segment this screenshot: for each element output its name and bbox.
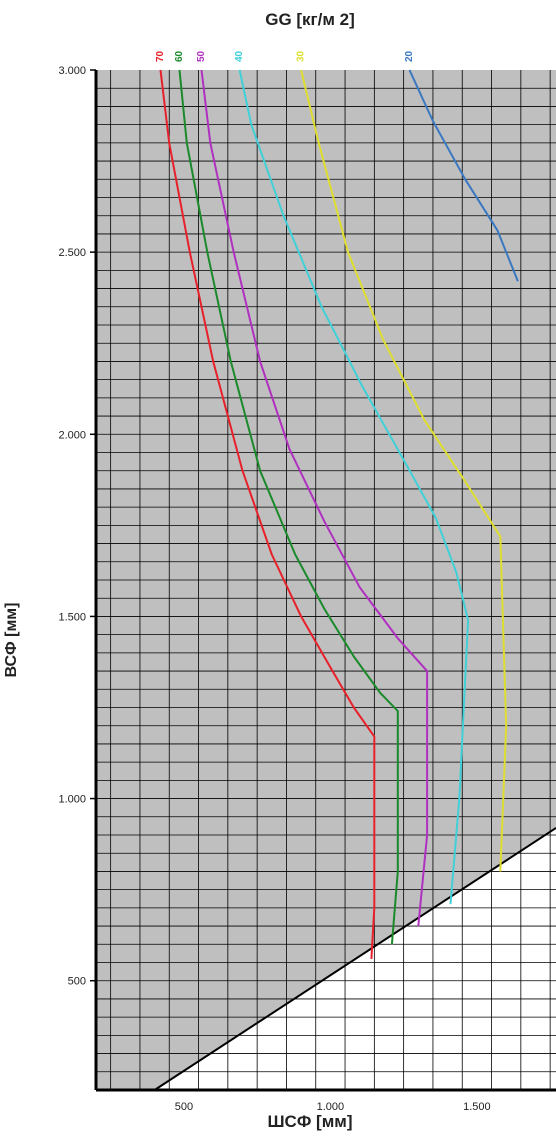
series-label-50: 50 (196, 50, 207, 62)
y-tick-label: 2.500 (58, 247, 86, 259)
y-tick-label: 3.000 (58, 65, 86, 77)
x-tick-label: 500 (175, 1101, 193, 1113)
y-tick-label: 500 (68, 976, 86, 988)
chart-title: GG [кг/м 2] (265, 10, 355, 29)
x-tick-label: 1.000 (317, 1101, 345, 1113)
series-label-40: 40 (234, 50, 245, 62)
y-tick-label: 1.000 (58, 794, 86, 806)
series-label-30: 30 (296, 50, 307, 62)
series-line-50 (200, 69, 429, 927)
boundary-line (154, 827, 556, 1091)
series-line-70 (159, 69, 376, 959)
y-tick-label: 1.500 (58, 611, 86, 623)
series-label-60: 60 (174, 50, 185, 62)
series-line-60 (178, 69, 399, 945)
series-line-20 (408, 69, 519, 282)
y-tick-label: 2.000 (58, 429, 86, 441)
series-label-70: 70 (155, 50, 166, 62)
x-axis-label: ШСФ [мм] (267, 1112, 353, 1131)
series-label-20: 20 (404, 50, 415, 62)
series-line-40 (238, 69, 470, 905)
series-line-30 (300, 69, 508, 872)
x-tick-label: 1.500 (463, 1101, 491, 1113)
